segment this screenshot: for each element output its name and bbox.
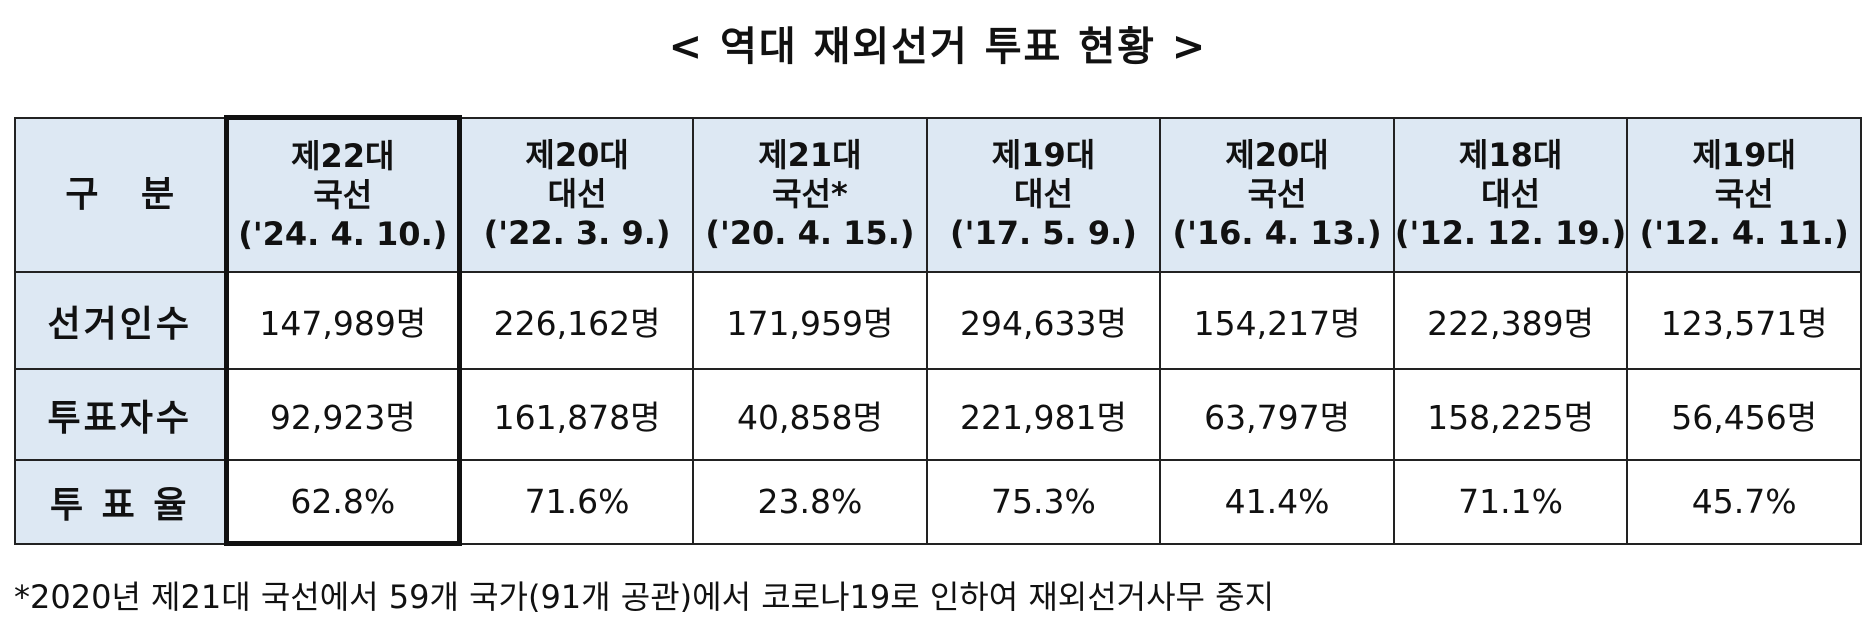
data-cell: 75.3% [925, 459, 1162, 545]
data-cell: 222,389명 [1392, 271, 1629, 370]
row-label: 선거인수 [14, 271, 227, 370]
header-line: 제20대 [1225, 136, 1329, 175]
header-cell: 구 분 [14, 116, 227, 273]
data-cell: 92,923명 [223, 368, 463, 461]
data-cell: 63,797명 [1159, 368, 1395, 461]
data-cell: 147,989명 [223, 271, 463, 370]
header-line: ('12. 12. 19.) [1394, 214, 1627, 253]
header-line: 국선 [1247, 175, 1307, 214]
header-line: ('22. 3. 9.) [483, 214, 671, 253]
header-line: ('20. 4. 15.) [705, 214, 915, 253]
data-cell: 158,225명 [1392, 368, 1629, 461]
data-cell: 41.4% [1159, 459, 1395, 545]
data-cell: 23.8% [692, 459, 928, 545]
header-cell: 제19대 대선 ('17. 5. 9.) [925, 116, 1162, 273]
title: < 역대 재외선거 투표 현황 > [668, 24, 1208, 70]
header-line: 국선 [1714, 175, 1774, 214]
data-cell: 171,959명 [692, 271, 928, 370]
header-line: ('16. 4. 13.) [1172, 214, 1382, 253]
header-line: 제18대 [1458, 136, 1563, 175]
footnote: *2020년 제21대 국선에서 59개 국가(91개 공관)에서 코로나19로… [14, 578, 1275, 616]
data-cell: 45.7% [1626, 459, 1862, 545]
header-line: 국선* [772, 175, 848, 214]
header-cell: 제19대 국선 ('12. 4. 11.) [1626, 116, 1862, 273]
data-row: 선거인수 147,989명 226,162명 171,959명 294,633명 154,… [14, 271, 1862, 370]
data-row: 투 표 율 62.8% 71.6% 23.8% 75.3% 41.4% 71.1% 45.7% [14, 459, 1862, 546]
header-line: 제22대 [291, 137, 395, 175]
data-cell: 161,878명 [458, 368, 695, 461]
header-row: 구 분 제22대 국선 ('24. 4. 10.) 제20대 대선 ('22. 3. 9.)… [14, 115, 1862, 273]
header-line: ('17. 5. 9.) [950, 214, 1137, 253]
header-cell: 제20대 대선 ('22. 3. 9.) [458, 116, 695, 273]
header-line: ('24. 4. 10.) [238, 215, 448, 253]
data-cell: 226,162명 [458, 271, 695, 370]
header-line: 제21대 [758, 136, 862, 175]
header-cell: 제21대 국선* ('20. 4. 15.) [692, 116, 928, 273]
header-cell: 제20대 국선 ('16. 4. 13.) [1159, 116, 1395, 273]
data-cell: 71.6% [458, 459, 695, 545]
data-cell: 40,858명 [692, 368, 928, 461]
header-line: ('12. 4. 11.) [1639, 214, 1849, 253]
header-line: 제20대 [525, 136, 629, 175]
vote-table: 구 분 제22대 국선 ('24. 4. 10.) 제20대 대선 ('22. 3. 9.)… [14, 115, 1862, 546]
header-cell: 제18대 대선 ('12. 12. 19.) [1392, 116, 1629, 273]
data-cell: 56,456명 [1626, 368, 1862, 461]
header-line: 대선 [1014, 175, 1073, 214]
header-line: 국선 [313, 176, 373, 214]
data-cell: 221,981명 [925, 368, 1162, 461]
header-line: 제19대 [991, 136, 1096, 175]
data-cell: 71.1% [1392, 459, 1629, 545]
header-line: 구 분 [65, 174, 175, 216]
header-line: 대선 [1481, 175, 1541, 214]
header-line: 대선 [547, 175, 607, 214]
row-label: 투표자수 [14, 368, 227, 461]
data-cell: 154,217명 [1159, 271, 1395, 370]
header-line: 제19대 [1692, 136, 1796, 175]
data-cell: 62.8% [223, 459, 463, 546]
data-cell: 294,633명 [925, 271, 1162, 370]
header-cell: 제22대 국선 ('24. 4. 10.) [223, 115, 463, 273]
data-cell: 123,571명 [1626, 271, 1862, 370]
row-label: 투 표 율 [14, 459, 227, 545]
data-row: 투표자수 92,923명 161,878명 40,858명 221,981명 63,797… [14, 368, 1862, 461]
